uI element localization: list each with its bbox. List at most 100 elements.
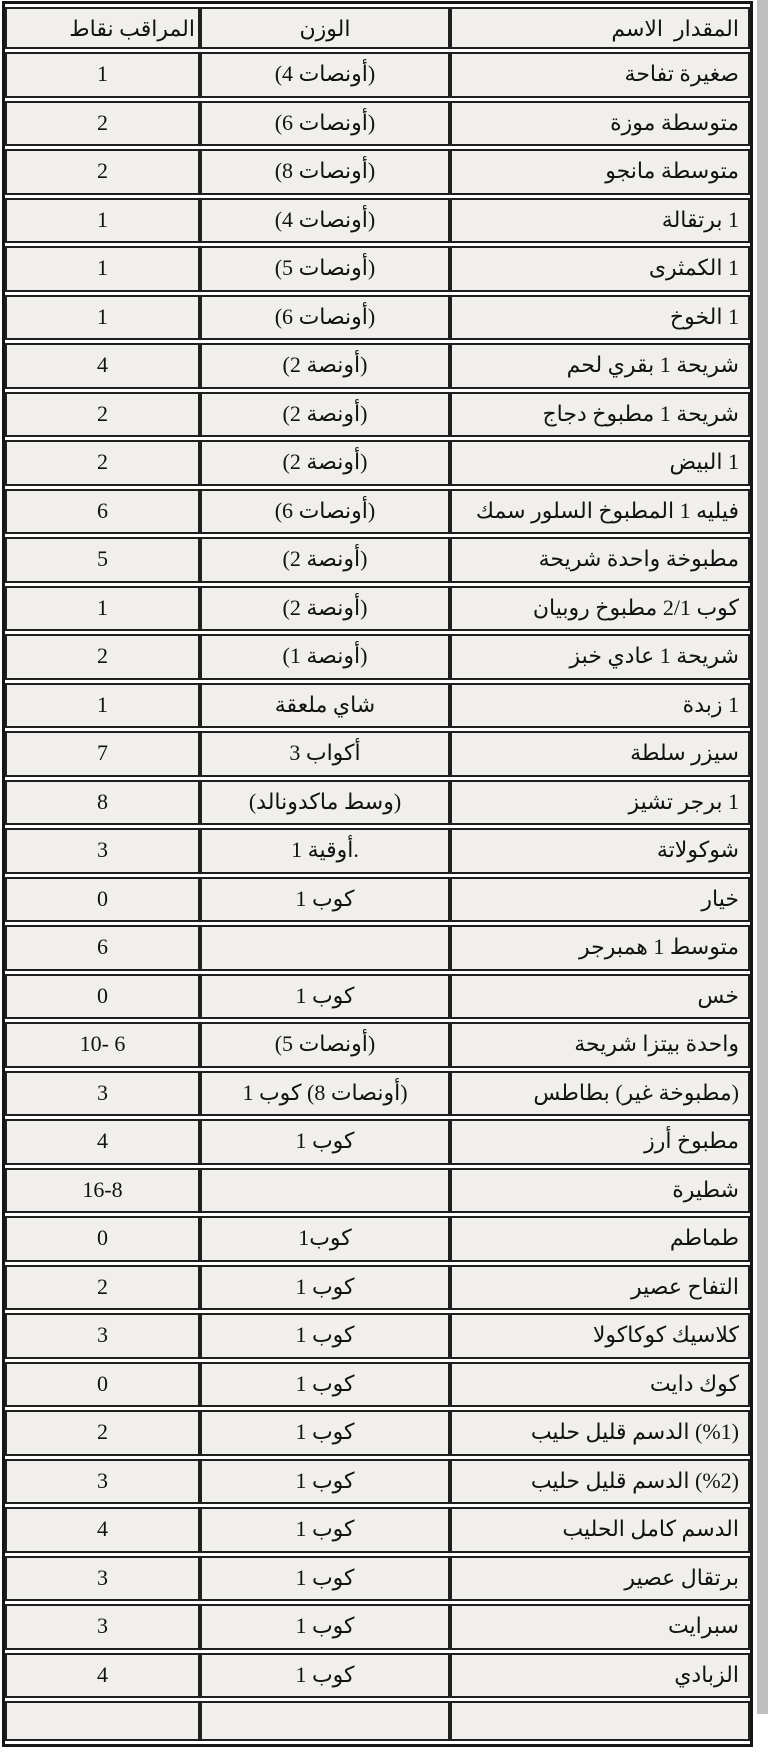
table-row: 6 (6 أونصات) سمك‎ السلور‎ المطبوخ‎ 1 فيليه: [5, 488, 750, 534]
points-cell: 7: [5, 731, 200, 777]
weight-cell: (8 أونصات): [200, 149, 450, 195]
weight-cell: 1 كوب: [200, 1410, 450, 1456]
points-cell: 6: [5, 925, 200, 971]
weight-cell: (6 أونصات): [200, 100, 450, 146]
weight-cell: 1 كوب: [200, 1313, 450, 1359]
empty-cell: [200, 1701, 450, 1741]
name-cell: كوكاكولا‎ كلاسيك: [450, 1313, 750, 1359]
name-cell: شوكولاتة: [450, 828, 750, 874]
table-row: 1 (6 أونصات) الخوخ‎ 1: [5, 294, 750, 340]
weight-cell: (4 أونصات): [200, 197, 450, 243]
name-cell: دايت‎ كوك: [450, 1361, 750, 1407]
weight-cell: [200, 925, 450, 971]
table-row: 0 1كوب طماطم: [5, 1216, 750, 1262]
weight-cell: 3 أكواب: [200, 731, 450, 777]
table-row: 2 (8 أونصات) مانجو‎ متوسطة: [5, 149, 750, 195]
header-row: نقاط‎ المراقب الوزن الاسم‎ المقدار: [5, 7, 750, 49]
weight-cell: 1 كوب: [200, 1361, 450, 1407]
points-cell: 2: [5, 1264, 200, 1310]
name-cell: سمك‎ السلور‎ المطبوخ‎ 1 فيليه: [450, 488, 750, 534]
points-cell: 1: [5, 52, 200, 98]
points-cell: 16-8: [5, 1167, 200, 1213]
name-cell: خيار: [450, 876, 750, 922]
points-cell: 3: [5, 1604, 200, 1650]
points-cell: 0: [5, 876, 200, 922]
points-cell: 1: [5, 682, 200, 728]
points-cell: 1: [5, 197, 200, 243]
name-cell: همبرجر‎ 1 متوسط: [450, 925, 750, 971]
name-cell: بطاطس‎ (غير‎ مطبوخة): [450, 1070, 750, 1116]
points-cell: 1: [5, 246, 200, 292]
points-cell: 8: [5, 779, 200, 825]
name-cell: خبز‎ عادي‎ 1 شريحة: [450, 634, 750, 680]
points-cell: 1: [5, 294, 200, 340]
weight-cell: (6 أونصات): [200, 488, 450, 534]
table-row: 5 (2 أونصة) شريحة‎ واحدة‎ مطبوخة: [5, 537, 750, 583]
weight-cell: (2 أونصة): [200, 391, 450, 437]
table-row: 6 همبرجر‎ 1 متوسط: [5, 925, 750, 971]
column-header-weight: الوزن: [200, 7, 450, 49]
points-cell: 2: [5, 440, 200, 486]
points-cell: 3: [5, 1458, 200, 1504]
points-cell: 1: [5, 585, 200, 631]
name-cell: سبرايت: [450, 1604, 750, 1650]
name-cell: أرز‎ مطبوخ: [450, 1119, 750, 1165]
points-cell: 10- 6: [5, 1022, 200, 1068]
points-cell: 5: [5, 537, 200, 583]
name-cell: دجاج‎ مطبوخ‎ 1 شريحة: [450, 391, 750, 437]
table-row: 1 ملعقة‎ شاي زبدة‎ 1: [5, 682, 750, 728]
name-cell: مانجو‎ متوسطة: [450, 149, 750, 195]
name-cell: عصير‎ برتقال: [450, 1555, 750, 1601]
weight-cell: 1 كوب: [200, 1507, 450, 1553]
empty-cell: [450, 1701, 750, 1741]
weight-cell: (5 أونصات): [200, 1022, 450, 1068]
table-row: 1 (4 أونصات) برتقالة‎ 1: [5, 197, 750, 243]
points-cell: 4: [5, 1652, 200, 1698]
table-header: نقاط‎ المراقب الوزن الاسم‎ المقدار: [5, 7, 750, 49]
weight-cell: (2 أونصة): [200, 585, 450, 631]
column-header-name-amount: الاسم‎ المقدار: [450, 7, 750, 49]
name-cell: حليب‎ قليل‎ الدسم‎ (%2): [450, 1458, 750, 1504]
table-row: 1 (2 أونصة) روبيان‎ مطبوخ‎ 2/1 كوب: [5, 585, 750, 631]
points-cell: 0: [5, 973, 200, 1019]
weight-cell: (6 أونصات): [200, 294, 450, 340]
points-cell: 3: [5, 1313, 200, 1359]
name-cell: طماطم: [450, 1216, 750, 1262]
name-cell: حليب‎ قليل‎ الدسم‎ (%1): [450, 1410, 750, 1456]
name-cell: زبدة‎ 1: [450, 682, 750, 728]
name-cell: موزة‎ متوسطة: [450, 100, 750, 146]
points-cell: 0: [5, 1216, 200, 1262]
points-cell: 2: [5, 634, 200, 680]
points-cell: 3: [5, 1070, 200, 1116]
weight-cell: 1 كوب: [200, 1458, 450, 1504]
name-cell: تشيز‎ برجر‎ 1: [450, 779, 750, 825]
name-cell: عصير‎ التفاح: [450, 1264, 750, 1310]
table-row: 16-8 شطيرة: [5, 1167, 750, 1213]
name-cell: الحليب‎ كامل‎ الدسم: [450, 1507, 750, 1553]
points-cell: 4: [5, 1507, 200, 1553]
weight-cell: 1 كوب‎ (8 أونصات): [200, 1070, 450, 1116]
points-cell: 2: [5, 100, 200, 146]
weight-cell: (2 أونصة): [200, 537, 450, 583]
table-row: 2 (2 أونصة) دجاج‎ مطبوخ‎ 1 شريحة: [5, 391, 750, 437]
name-cell: شريحة‎ بيتزا‎ واحدة: [450, 1022, 750, 1068]
table-row: 2 (1 أونصة) خبز‎ عادي‎ 1 شريحة: [5, 634, 750, 680]
name-cell: الزبادي: [450, 1652, 750, 1698]
column-header-watcher-points: نقاط‎ المراقب: [5, 7, 200, 49]
table-body: 1 (4 أونصات) تفاحة‎ صغيرة 2 (6 أونصات) موزة‎ …: [5, 52, 750, 1741]
points-cell: 2: [5, 1410, 200, 1456]
weight-cell: (2 أونصة): [200, 343, 450, 389]
name-cell: تفاحة‎ صغيرة: [450, 52, 750, 98]
weight-cell: (2 أونصة): [200, 440, 450, 486]
name-cell: سلطة‎ سيزر: [450, 731, 750, 777]
table-row: 1 (5 أونصات) الكمثرى‎ 1: [5, 246, 750, 292]
